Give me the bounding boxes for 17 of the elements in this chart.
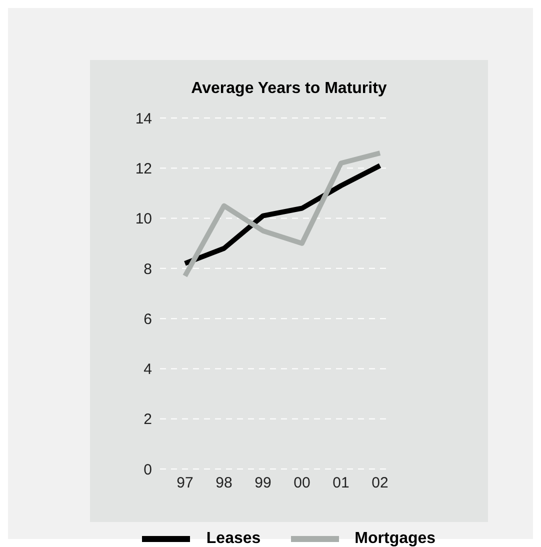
y-tick-label: 10: [135, 210, 152, 228]
y-tick-label: 6: [144, 310, 152, 328]
y-tick-label: 14: [135, 110, 152, 128]
y-tick-label: 0: [144, 461, 152, 478]
legend-label: Leases: [206, 530, 261, 547]
y-tick-label: 2: [144, 411, 152, 428]
y-tick-label: 12: [135, 160, 152, 178]
legend-label: Mortgages: [354, 530, 436, 547]
x-tick-label: 01: [332, 474, 350, 492]
x-tick-label: 98: [216, 474, 232, 492]
x-tick-label: 02: [372, 474, 388, 492]
y-tick-label: 8: [144, 260, 152, 278]
chart-title: Average Years to Maturity: [190, 80, 388, 98]
x-tick-label: 99: [254, 474, 272, 492]
y-tick-label: 4: [144, 361, 152, 378]
x-tick-label: 97: [176, 474, 194, 492]
x-tick-label: 00: [294, 474, 310, 492]
